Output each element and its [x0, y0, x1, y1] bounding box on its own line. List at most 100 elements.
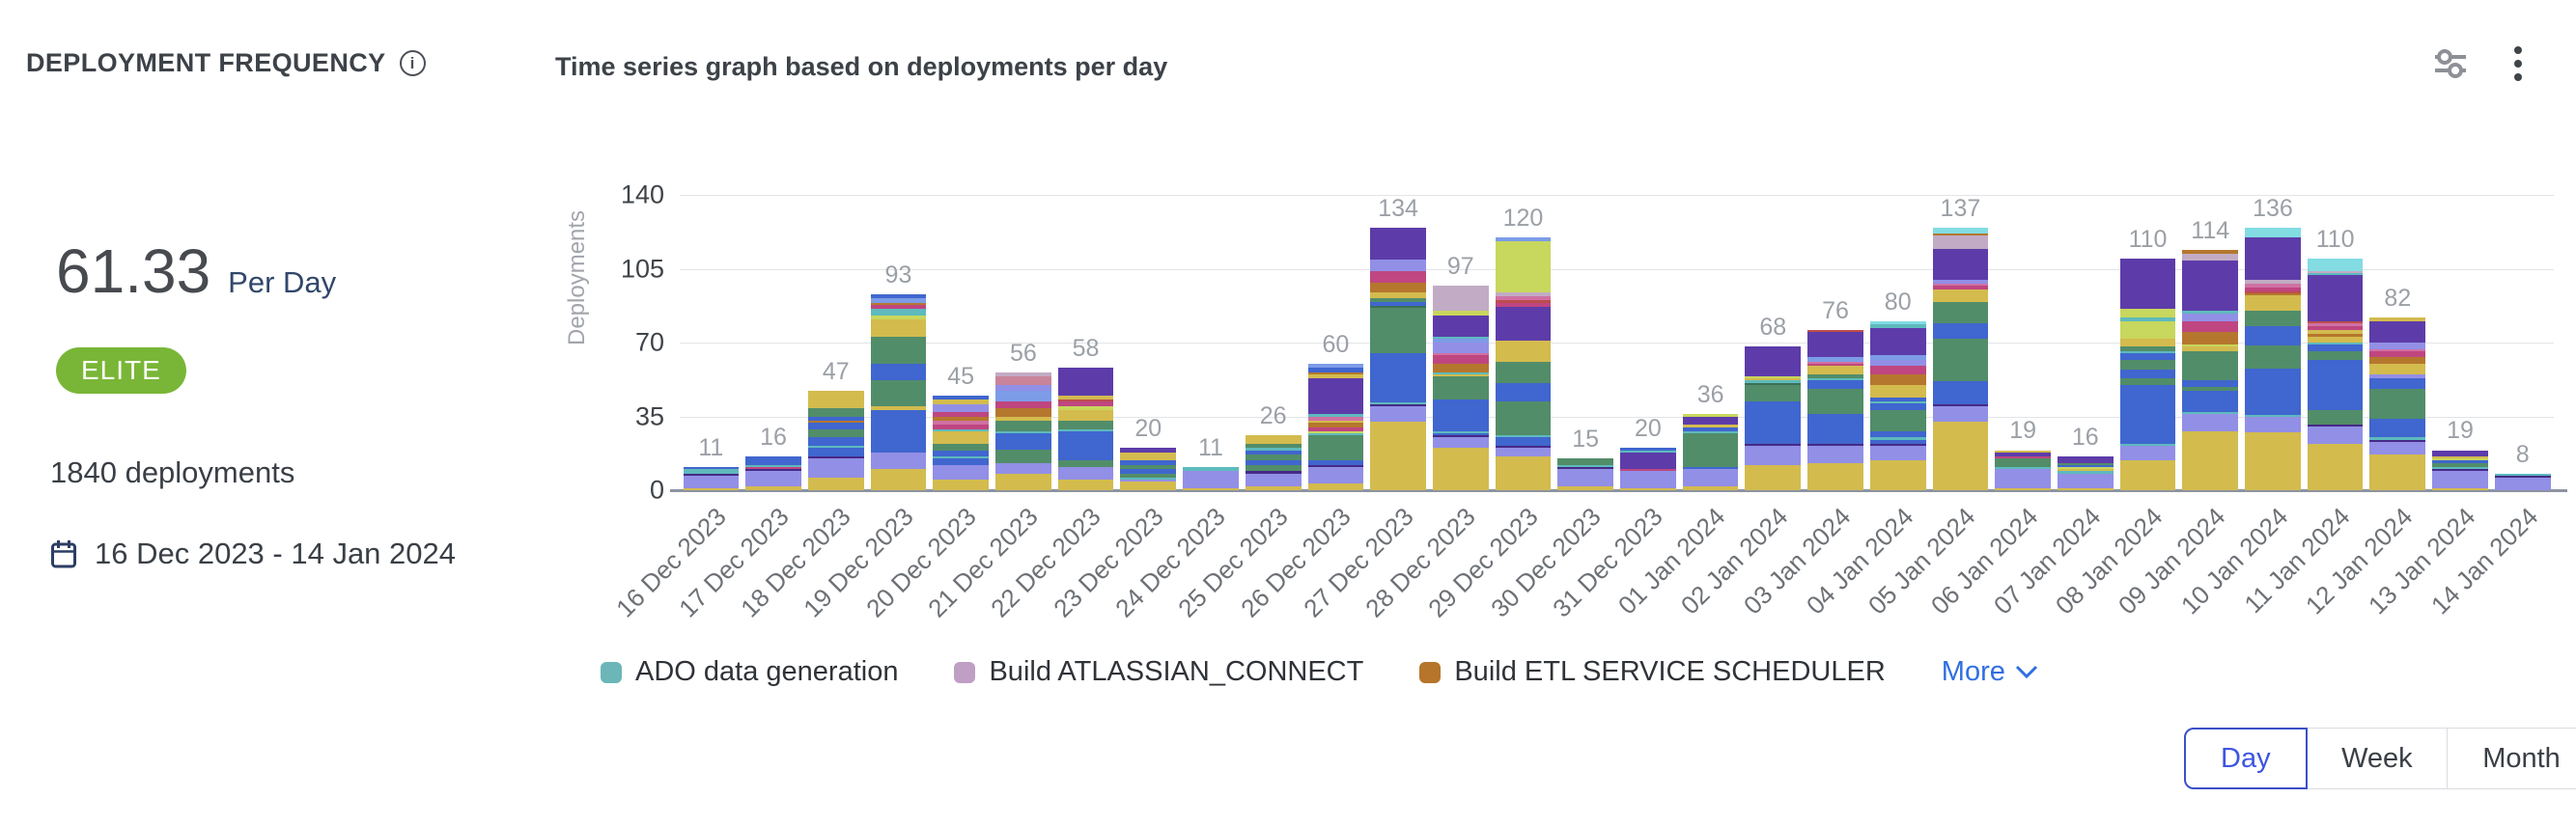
y-tick-70: 70 [634, 327, 664, 357]
bar-stack [2432, 450, 2488, 490]
bar-20-dec-2023[interactable]: 45 [933, 195, 990, 490]
bar-segment-dpurple [2432, 469, 2488, 472]
bar-19-dec-2023[interactable]: 93 [870, 195, 927, 490]
bar-segment-teal [2245, 415, 2301, 417]
bar-09-jan-2024[interactable]: 114 [2182, 195, 2239, 490]
date-range-row: 16 Dec 2023 - 14 Jan 2024 [50, 537, 456, 571]
bar-segment-teal [2119, 350, 2176, 353]
bar-27-dec-2023[interactable]: 134 [1370, 195, 1426, 490]
bar-05-jan-2024[interactable]: 137 [1932, 195, 1989, 490]
bar-segment-purple [1995, 452, 2051, 457]
bar-23-dec-2023[interactable]: 20 [1120, 195, 1177, 490]
bar-06-jan-2024[interactable]: 19 [1995, 195, 2051, 490]
bar-16-dec-2023[interactable]: 11 [683, 195, 740, 490]
elite-badge: ELITE [56, 347, 186, 394]
bar-segment-green [1370, 298, 1426, 303]
bar-segment-blue [1682, 467, 1739, 470]
bar-segment-gold [807, 391, 864, 408]
bar-segment-lime [1432, 311, 1489, 316]
bar-30-dec-2023[interactable]: 15 [1557, 195, 1614, 490]
bar-07-jan-2024[interactable]: 16 [2057, 195, 2114, 490]
bar-22-dec-2023[interactable]: 58 [1057, 195, 1114, 490]
bar-stack [683, 467, 740, 490]
bar-segment-gold [1307, 373, 1364, 379]
bar-stack [2369, 317, 2426, 490]
bar-segment-teal [2494, 473, 2551, 476]
bar-18-dec-2023[interactable]: 47 [807, 195, 864, 490]
bar-segment-gold [683, 487, 740, 490]
bar-segment-green [870, 380, 927, 406]
bar-02-jan-2024[interactable]: 68 [1745, 195, 1802, 490]
bar-segment-peri [2369, 373, 2426, 379]
bar-segment-dpurple [1869, 443, 1926, 447]
bar-segment-teal [1370, 401, 1426, 404]
bar-segment-green [1932, 302, 1989, 324]
bar-segment-gold [2182, 430, 2239, 490]
bar-01-jan-2024[interactable]: 36 [1682, 195, 1739, 490]
bar-segment-blue [1869, 439, 1926, 444]
bar-segment-orange [2307, 334, 2364, 337]
bar-segment-magenta [1307, 427, 1364, 431]
bar-segment-dpurple [807, 456, 864, 459]
bar-segment-gold [2245, 432, 2301, 490]
bar-segment-blue [2307, 344, 2364, 351]
bar-12-jan-2024[interactable]: 82 [2369, 195, 2426, 490]
bar-segment-gold [995, 416, 1051, 421]
bar-segment-green [807, 407, 864, 417]
bar-26-dec-2023[interactable]: 60 [1307, 195, 1364, 490]
bar-segment-blue [2057, 464, 2114, 468]
bar-08-jan-2024[interactable]: 110 [2119, 195, 2176, 490]
bar-28-dec-2023[interactable]: 97 [1432, 195, 1489, 490]
bar-segment-magenta [1057, 401, 1114, 406]
bar-segment-purple [1682, 416, 1739, 426]
more-label: More [1941, 656, 2005, 687]
bar-segment-green [1432, 376, 1489, 383]
kebab-menu-icon[interactable] [2512, 44, 2524, 83]
bar-segment-teal [1869, 323, 1926, 328]
bar-segment-gold [995, 473, 1051, 490]
toggle-day-button[interactable]: Day [2184, 728, 2308, 789]
bar-segment-gold [1432, 448, 1489, 490]
legend-item-ado-data-generation[interactable]: ADO data generation [601, 656, 898, 688]
legend-item-build-etl-service-scheduler[interactable]: Build ETL SERVICE SCHEDULER [1419, 656, 1886, 688]
bar-segment-purple [2369, 321, 2426, 344]
bar-14-jan-2024[interactable]: 8 [2494, 195, 2551, 490]
sliders-icon[interactable] [2433, 45, 2468, 82]
bar-24-dec-2023[interactable]: 11 [1183, 195, 1239, 490]
bar-25-dec-2023[interactable]: 26 [1245, 195, 1302, 490]
bar-segment-gold [933, 399, 990, 404]
bar-segment-gold [2307, 443, 2364, 490]
bar-segment-dgreen [1745, 382, 1802, 385]
bar-31-dec-2023[interactable]: 20 [1620, 195, 1676, 490]
bar-17-dec-2023[interactable]: 16 [745, 195, 801, 490]
bar-segment-peri [2494, 477, 2551, 490]
metric-unit: Per Day [228, 265, 337, 299]
bar-segment-purple [2245, 237, 2301, 280]
bar-segment-dpurple [2369, 439, 2426, 442]
bar-segment-peri [1995, 469, 2051, 488]
chart-title: Time series graph based on deployments p… [555, 52, 1168, 81]
bar-value-label: 97 [1446, 253, 1474, 280]
bar-10-jan-2024[interactable]: 136 [2245, 195, 2301, 490]
toggle-week-button[interactable]: Week [2306, 728, 2449, 789]
bar-segment-lblue [1495, 236, 1552, 242]
bar-stack [2307, 258, 2364, 490]
info-icon[interactable]: i [399, 50, 426, 76]
bar-stack [1120, 448, 1177, 490]
toggle-month-button[interactable]: Month [2447, 728, 2576, 789]
legend-item-build-atlassian-connect[interactable]: Build ATLASSIAN_CONNECT [954, 656, 1363, 688]
bar-03-jan-2024[interactable]: 76 [1807, 195, 1863, 490]
chart-legend: ADO data generation Build ATLASSIAN_CONNE… [601, 656, 2038, 688]
legend-more-link[interactable]: More [1942, 656, 2038, 688]
bar-segment-magenta [870, 304, 927, 310]
bar-segment-lime [2119, 321, 2176, 339]
bar-13-jan-2024[interactable]: 19 [2432, 195, 2488, 490]
bar-04-jan-2024[interactable]: 80 [1869, 195, 1926, 490]
bar-29-dec-2023[interactable]: 120 [1495, 195, 1552, 490]
bar-segment-mauve [2182, 254, 2239, 261]
bar-21-dec-2023[interactable]: 56 [995, 195, 1051, 490]
bar-segment-teal [1807, 378, 1863, 381]
bar-segment-gold [870, 469, 927, 490]
bar-segment-green [1120, 464, 1177, 470]
bar-11-jan-2024[interactable]: 110 [2307, 195, 2364, 490]
